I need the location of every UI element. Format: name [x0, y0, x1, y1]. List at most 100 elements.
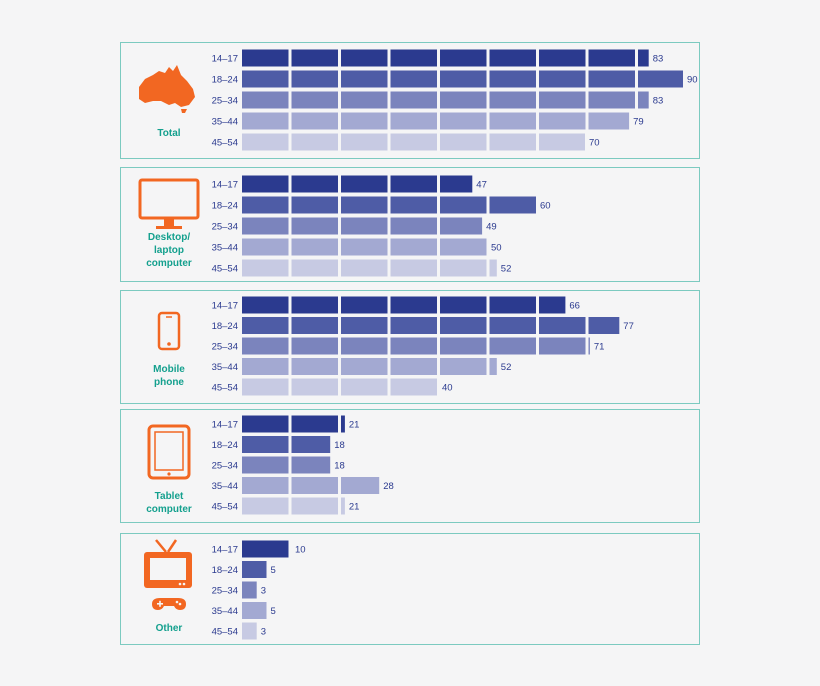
bar-segment: [440, 133, 487, 151]
bar-segment: [588, 112, 630, 130]
bar-rows: 14–17 66 18–24 77 25–34 71 35–44 52 45–54 40: [212, 296, 634, 396]
bar-segment: [242, 358, 289, 375]
bar-segment: [242, 497, 289, 515]
bar-segment: [539, 133, 585, 151]
bar-segment: [440, 238, 487, 256]
bar-segment: [242, 622, 257, 640]
bar-segment: [390, 217, 437, 235]
age-group-label: 45–54: [212, 263, 238, 274]
bar-segment: [588, 91, 635, 109]
bar-segment: [638, 91, 649, 109]
value-label: 66: [569, 300, 580, 311]
bar-segment: [341, 317, 388, 334]
age-group-label: 14–17: [212, 179, 238, 190]
age-group-label: 35–44: [212, 362, 238, 373]
bar: [242, 175, 473, 193]
bar-segment: [489, 337, 536, 355]
value-label: 18: [334, 440, 345, 451]
bar-segment: [440, 70, 487, 88]
bar-segment: [291, 296, 338, 314]
bar: [242, 378, 437, 396]
bar-segment: [489, 358, 497, 375]
bar-rows: 14–17 21 18–24 18 25–34 18 35–44 28 45–54 21: [212, 415, 394, 515]
bar-segment: [291, 477, 338, 494]
age-group-label: 35–44: [212, 116, 238, 127]
bar-segment: [390, 133, 437, 151]
bar-segment: [291, 49, 338, 67]
bar-segment: [440, 196, 487, 214]
age-group-label: 45–54: [212, 137, 238, 148]
bar-segment: [242, 378, 289, 396]
bar-segment: [341, 112, 388, 130]
bar-segment: [242, 456, 289, 474]
bar-segment: [291, 415, 338, 433]
bar-segment: [341, 217, 388, 235]
bar-segment: [341, 91, 388, 109]
bar-segment: [341, 259, 388, 277]
australia-map-icon: [121, 63, 217, 113]
bar: [242, 622, 257, 640]
bar-segment: [341, 358, 388, 375]
bar-segment: [291, 112, 338, 130]
panel-label: Tablet computer: [146, 491, 192, 515]
bar-segment: [242, 581, 257, 599]
value-label: 77: [623, 321, 634, 332]
panel-label: Mobile phone: [153, 364, 185, 388]
age-group-label: 45–54: [212, 501, 238, 512]
bar-segment: [440, 175, 473, 193]
bar-segment: [390, 337, 437, 355]
bar: [242, 436, 331, 453]
bar-segment: [291, 378, 338, 396]
bar: [242, 91, 649, 109]
value-label: 18: [334, 460, 345, 471]
value-label: 47: [476, 179, 487, 190]
bar-segment: [489, 196, 536, 214]
bar-segment: [390, 296, 437, 314]
panel-australia-map: Total 14–17 83 18–24 90 25–34 83 35–44 79 45–54 70: [120, 42, 700, 159]
bar-segment: [291, 337, 338, 355]
bar-segment: [390, 358, 437, 375]
bar-segment: [390, 196, 437, 214]
value-label: 21: [349, 501, 360, 512]
bar-segment: [489, 112, 536, 130]
bar-segment: [242, 238, 289, 256]
age-group-label: 35–44: [212, 606, 238, 617]
bar-segment: [341, 497, 345, 515]
bar-segment: [291, 238, 338, 256]
bar-segment: [390, 70, 437, 88]
value-label: 79: [633, 116, 644, 127]
bar-segment: [242, 436, 289, 453]
bar-segment: [539, 112, 586, 130]
bar-segment: [341, 175, 388, 193]
bar-segment: [588, 337, 590, 355]
age-group-label: 18–24: [212, 440, 238, 451]
tv-and-gamepad-icon: [121, 538, 217, 620]
bar-segment: [242, 337, 289, 355]
bar: [242, 238, 487, 256]
bar-rows: 14–17 10 18–24 5 25–34 3 35–44 5 45–54 3: [212, 540, 306, 640]
bar: [242, 133, 585, 151]
bar: [242, 540, 289, 558]
bar-segment: [341, 238, 388, 256]
bar: [242, 415, 345, 433]
age-group-label: 25–34: [212, 95, 238, 106]
age-group-label: 45–54: [212, 382, 238, 393]
age-group-label: 35–44: [212, 481, 238, 492]
value-label: 52: [501, 263, 512, 274]
bar-segment: [390, 238, 437, 256]
bar: [242, 602, 267, 619]
panel-label: Total: [157, 128, 181, 139]
bar-segment: [539, 317, 586, 334]
bar-segment: [489, 259, 497, 277]
age-group-label: 18–24: [212, 321, 238, 332]
bar: [242, 581, 257, 599]
bar-segment: [489, 91, 536, 109]
value-label: 5: [271, 565, 276, 576]
bar-segment: [341, 196, 388, 214]
bar-segment: [242, 561, 267, 578]
value-label: 52: [501, 362, 512, 373]
bar-segment: [341, 477, 380, 494]
bar: [242, 296, 566, 314]
bar-segment: [291, 196, 338, 214]
bar-segment: [440, 49, 487, 67]
